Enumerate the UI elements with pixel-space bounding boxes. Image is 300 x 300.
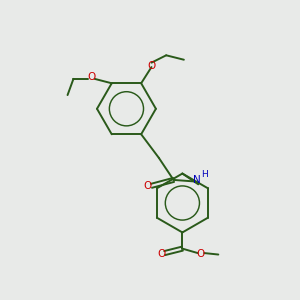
Text: O: O — [196, 249, 205, 259]
Text: O: O — [144, 182, 152, 191]
Text: N: N — [193, 175, 200, 185]
Text: O: O — [87, 72, 95, 82]
Text: O: O — [157, 249, 165, 259]
Text: H: H — [201, 170, 208, 179]
Text: O: O — [147, 61, 156, 70]
